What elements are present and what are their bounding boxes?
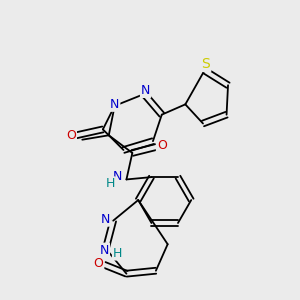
Text: H: H: [113, 247, 122, 260]
Text: H: H: [106, 177, 115, 190]
Text: N: N: [141, 84, 150, 97]
Text: O: O: [66, 129, 76, 142]
Text: S: S: [202, 57, 210, 71]
Text: N: N: [110, 98, 119, 111]
Text: N: N: [113, 170, 122, 183]
Text: O: O: [157, 139, 167, 152]
Text: O: O: [94, 257, 103, 270]
Text: N: N: [100, 244, 109, 256]
Text: N: N: [101, 213, 110, 226]
